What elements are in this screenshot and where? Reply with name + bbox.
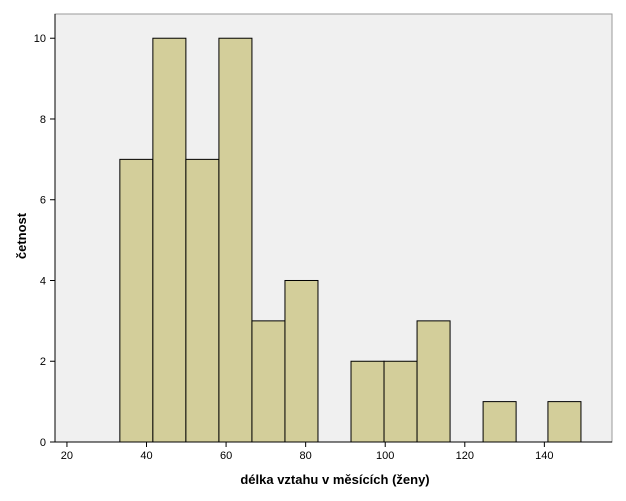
histogram-bar-7 <box>383 360 418 443</box>
x-tick-label: 40 <box>140 450 152 462</box>
histogram-bar-6 <box>350 360 385 443</box>
histogram-bar-9 <box>482 401 517 443</box>
x-axis-title: délka vztahu v měsících (ženy) <box>240 472 429 487</box>
histogram-bar-5 <box>284 279 319 443</box>
histogram-bar-1 <box>152 37 187 443</box>
y-tick-label: 4 <box>40 275 46 287</box>
y-tick-label: 0 <box>40 437 46 449</box>
y-axis-title: četnost <box>14 212 29 259</box>
x-tick-label: 60 <box>220 450 232 462</box>
histogram-bar-8 <box>416 320 451 443</box>
y-tick-label: 8 <box>40 114 46 126</box>
y-tick-label: 10 <box>34 33 46 45</box>
histogram-bar-0 <box>119 158 154 443</box>
bars-layer <box>119 37 582 443</box>
x-tick-label: 140 <box>535 450 553 462</box>
histogram-bar-4 <box>251 320 286 443</box>
axes-layer: 0 2 4 6 8 10 20 40 60 80 100 120 140 <box>34 14 612 462</box>
x-tick-label: 100 <box>376 450 394 462</box>
histogram-bar-10 <box>547 401 582 443</box>
x-tick-label: 20 <box>61 450 73 462</box>
histogram-bar-2 <box>185 158 220 443</box>
y-tick-label: 6 <box>40 195 46 207</box>
x-tick-label: 120 <box>456 450 474 462</box>
y-tick-label: 2 <box>40 356 46 368</box>
histogram-bar-3 <box>218 37 253 443</box>
x-tick-label: 80 <box>300 450 312 462</box>
